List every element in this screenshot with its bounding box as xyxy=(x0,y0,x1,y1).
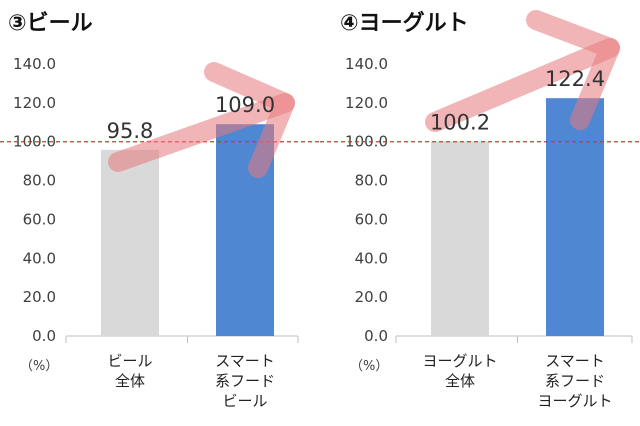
bar-1 xyxy=(431,141,489,336)
category-label: ビール xyxy=(107,352,152,370)
chart-panel-2: ④ヨーグルト 0.0 20.0 40.0 60.0 80.0 100.0 120.0 140.0… xyxy=(320,10,640,410)
category-label: 系フード xyxy=(545,372,605,390)
y-tick-label: 60.0 xyxy=(23,210,56,228)
category-label: 全体 xyxy=(445,372,475,390)
y-tick-label: 60.0 xyxy=(355,210,388,228)
y-tick-label: 100.0 xyxy=(13,133,56,151)
chart-title: ③ビール xyxy=(8,11,93,36)
category-label: 系フード xyxy=(215,372,275,390)
unit-label: （%） xyxy=(20,359,58,374)
data-label: 100.2 xyxy=(430,110,490,134)
trend-arrow-shaft xyxy=(425,38,620,132)
y-tick-label: 0.0 xyxy=(364,327,388,345)
y-tick-label: 0.0 xyxy=(32,327,56,345)
y-tick-label: 120.0 xyxy=(345,94,388,112)
y-tick-label: 80.0 xyxy=(355,172,388,190)
y-tick-label: 100.0 xyxy=(345,133,388,151)
data-label: 122.4 xyxy=(545,67,605,91)
trend-arrow-head-icon xyxy=(204,62,295,178)
y-tick-label: 120.0 xyxy=(13,94,56,112)
category-label: ビール xyxy=(222,392,267,410)
bar-2 xyxy=(546,98,604,337)
unit-label: （%） xyxy=(350,359,388,374)
y-tick-label: 20.0 xyxy=(355,288,388,306)
y-tick-label: 140.0 xyxy=(345,55,388,73)
chart-panel-1: ③ビール 0.0 20.0 40.0 60.0 80.0 100.0 120.0 140.0 95… xyxy=(0,11,320,410)
category-label: スマート xyxy=(545,352,605,370)
y-tick-label: 40.0 xyxy=(23,249,56,267)
y-tick-label: 40.0 xyxy=(355,249,388,267)
category-label: 全体 xyxy=(115,372,145,390)
y-tick-label: 140.0 xyxy=(13,55,56,73)
category-label: ヨーグルト xyxy=(537,392,612,410)
category-label: ヨーグルト xyxy=(422,352,497,370)
y-tick-label: 20.0 xyxy=(23,288,56,306)
trend-arrow-head-icon xyxy=(526,10,620,130)
category-label: スマート xyxy=(215,352,275,370)
bar-1 xyxy=(101,149,159,336)
data-label: 95.8 xyxy=(107,119,154,143)
chart-title: ④ヨーグルト xyxy=(340,10,469,36)
trend-arrow-shaft xyxy=(108,93,295,172)
y-tick-label: 80.0 xyxy=(23,172,56,190)
data-label: 109.0 xyxy=(215,93,275,117)
